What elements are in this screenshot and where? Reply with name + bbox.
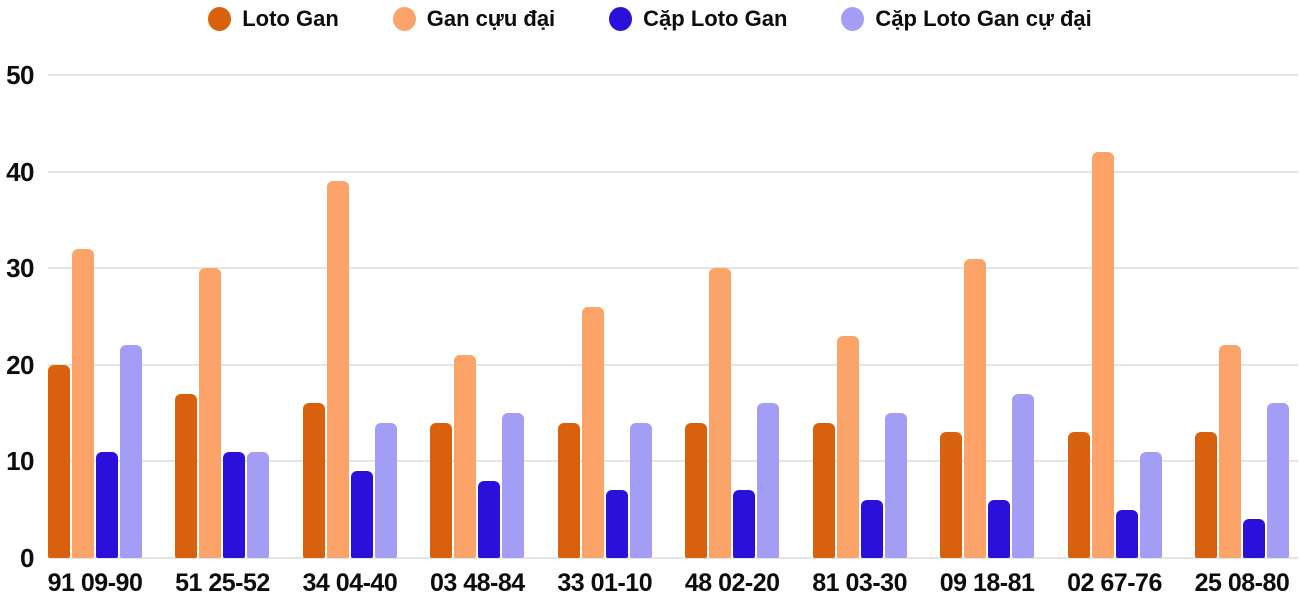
bar-series-1 bbox=[812, 422, 835, 558]
bar-series-1 bbox=[1067, 432, 1090, 558]
bar-series-3 bbox=[988, 500, 1011, 558]
gridline bbox=[48, 170, 1298, 173]
bar-series-3 bbox=[1242, 519, 1265, 558]
legend-label: Cặp Loto Gan cự đại bbox=[875, 6, 1092, 31]
bar-group: 03 48-84 bbox=[430, 75, 525, 597]
bar-group: 33 01-10 bbox=[557, 75, 653, 597]
bar-group: 51 25-52 bbox=[175, 75, 270, 597]
bar-series-1 bbox=[940, 432, 963, 558]
x-tick-label: 03 48-84 bbox=[429, 569, 525, 597]
x-tick-label: 81 03-30 bbox=[812, 569, 907, 597]
bar-series-4 bbox=[757, 403, 780, 558]
bar-series-4 bbox=[1139, 451, 1162, 558]
bar-series-2 bbox=[1091, 152, 1114, 558]
y-tick-label: 20 bbox=[6, 349, 34, 380]
bar-series-4 bbox=[1266, 403, 1289, 558]
bar-series-1 bbox=[557, 422, 580, 558]
bar-series-2 bbox=[199, 268, 222, 558]
bar-series-1 bbox=[685, 422, 708, 558]
y-tick-label: 50 bbox=[6, 60, 34, 90]
bar-series-4 bbox=[247, 451, 270, 558]
legend-item-2[interactable]: Gan cựu đại bbox=[392, 6, 556, 32]
bar-series-3 bbox=[96, 451, 118, 558]
bar-series-1 bbox=[175, 393, 198, 558]
legend-marker-circle-icon bbox=[392, 7, 416, 31]
bar-series-2 bbox=[581, 306, 604, 558]
legend-label: Loto Gan bbox=[242, 6, 339, 31]
plot-area: 0 10 20 30 40 50 91 09-90 51 25-52 34 04-40 03 4… bbox=[0, 60, 1300, 597]
bar-series-3 bbox=[223, 451, 246, 558]
legend-item-3[interactable]: Cặp Loto Gan bbox=[609, 6, 787, 32]
bar-series-3 bbox=[860, 500, 883, 558]
bar-group: 81 03-30 bbox=[812, 75, 907, 597]
bar-group: 02 67-76 bbox=[1067, 75, 1162, 597]
x-tick-label: 25 08-80 bbox=[1194, 569, 1290, 597]
x-tick-label: 48 02-20 bbox=[684, 569, 780, 597]
chart-legend: Loto Gan Gan cựu đại Cặp Loto Gan Cặp Loto … bbox=[0, 6, 1300, 32]
bar-series-3 bbox=[350, 471, 373, 558]
gridline bbox=[48, 74, 1298, 76]
legend-item-1[interactable]: Loto Gan bbox=[208, 6, 339, 32]
x-tick-label: 33 01-10 bbox=[557, 569, 653, 597]
gridline bbox=[48, 460, 1298, 463]
bar-series-2 bbox=[709, 268, 732, 558]
bar-series-3 bbox=[733, 490, 756, 558]
bar-series-2 bbox=[326, 181, 349, 558]
x-tick-label: 34 04-40 bbox=[302, 569, 398, 597]
bar-series-1 bbox=[302, 403, 325, 558]
bars-layer: 91 09-90 51 25-52 34 04-40 03 48-84 33 01-10… bbox=[48, 75, 1290, 597]
legend-marker-circle-icon bbox=[609, 7, 633, 31]
x-tick-label: 51 25-52 bbox=[175, 569, 270, 597]
bar-series-2 bbox=[1218, 345, 1241, 558]
bar-series-4 bbox=[374, 422, 397, 558]
legend-label: Gan cựu đại bbox=[426, 6, 556, 31]
bar-series-1 bbox=[430, 422, 453, 558]
x-tick-label: 02 67-76 bbox=[1067, 569, 1162, 597]
gridline bbox=[48, 363, 1298, 366]
y-tick-label: 10 bbox=[6, 446, 34, 477]
bar-group: 91 09-90 bbox=[48, 75, 143, 597]
legend-item-4[interactable]: Cặp Loto Gan cự đại bbox=[841, 6, 1092, 32]
bar-series-1 bbox=[48, 364, 70, 558]
bar-series-4 bbox=[120, 345, 142, 558]
x-tick-label: 91 09-90 bbox=[47, 569, 143, 597]
bar-series-2 bbox=[836, 335, 859, 558]
bar-group: 25 08-80 bbox=[1194, 75, 1290, 597]
bar-group: 34 04-40 bbox=[302, 75, 398, 597]
bar-series-4 bbox=[629, 422, 652, 558]
legend-marker-circle-icon bbox=[841, 7, 865, 31]
x-tick-label: 09 18-81 bbox=[939, 569, 1035, 597]
gridline bbox=[48, 267, 1298, 270]
bar-series-3 bbox=[478, 480, 501, 558]
bar-group: 48 02-20 bbox=[685, 75, 780, 597]
y-tick-label: 40 bbox=[6, 156, 34, 187]
y-tick-label: 30 bbox=[6, 253, 34, 284]
bar-series-4 bbox=[502, 413, 525, 558]
legend-label: Cặp Loto Gan bbox=[643, 6, 788, 31]
bar-series-4 bbox=[1012, 393, 1035, 558]
bar-series-3 bbox=[1115, 509, 1138, 558]
bar-series-4 bbox=[884, 413, 907, 558]
bar-series-1 bbox=[1194, 432, 1217, 558]
legend-marker-circle-icon bbox=[208, 7, 232, 31]
x-axis-baseline bbox=[48, 557, 1298, 559]
bar-group: 09 18-81 bbox=[940, 75, 1035, 597]
bar-series-3 bbox=[605, 490, 628, 558]
bar-series-2 bbox=[454, 355, 477, 558]
bar-series-2 bbox=[964, 258, 987, 558]
y-tick-label: 0 bbox=[20, 543, 34, 573]
bar-series-2 bbox=[72, 248, 94, 558]
